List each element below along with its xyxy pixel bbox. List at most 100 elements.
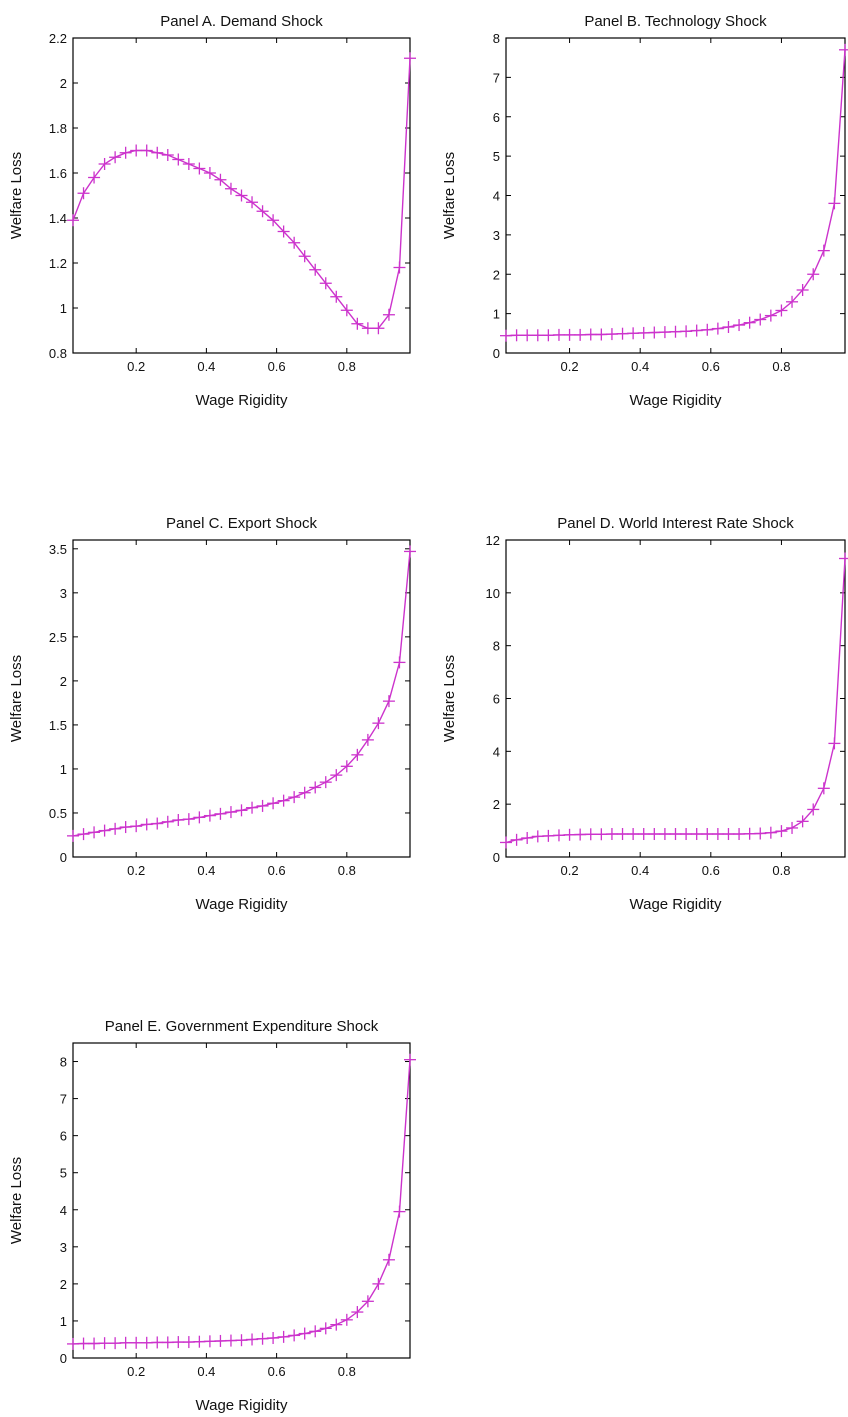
x-tick-label: 0.4 [197,359,215,374]
data-point [563,828,576,841]
y-tick-label: 1 [60,762,67,777]
data-point [161,149,174,161]
data-point [510,329,523,342]
data-point [722,321,735,334]
y-tick-label: 2 [60,76,67,91]
data-point [340,304,353,317]
data-point [161,815,174,828]
data-point [182,158,195,170]
data-point [733,319,746,332]
x-tick-label: 0.2 [127,863,145,878]
data-point [140,1336,153,1349]
data-point [605,328,618,341]
x-tick-label: 0.6 [268,863,286,878]
data-point [246,801,259,814]
data-point [500,836,512,849]
y-tick-label: 1.4 [49,211,67,226]
data-point [330,290,343,303]
data-point [648,326,661,339]
series-line [72,1059,411,1345]
y-tick-label: 8 [493,31,500,46]
x-tick-label: 0.4 [631,863,649,878]
data-point [680,325,693,338]
data-point [67,1337,79,1350]
data-point [796,284,809,296]
x-tick-label: 0.4 [197,863,215,878]
y-tick-label: 2.5 [49,630,67,645]
data-point [775,825,788,838]
y-tick-label: 1.6 [49,166,67,181]
x-tick-label: 0.2 [561,359,579,374]
x-tick-label: 0.8 [338,359,356,374]
y-axis-label: Welfare Loss [8,655,25,742]
x-tick-label: 0.8 [338,1364,356,1379]
data-point [382,1253,395,1266]
data-point [130,1336,143,1349]
data-point [98,824,111,837]
y-tick-label: 4 [60,1203,67,1218]
data-point [235,804,248,817]
data-point [140,818,153,831]
y-tick-label: 2 [493,797,500,812]
data-point [298,786,311,799]
y-tick-label: 5 [60,1166,67,1181]
data-point [807,268,820,281]
y-tick-label: 3 [60,1240,67,1255]
data-point [98,1337,111,1350]
x-tick-label: 0.8 [772,359,790,374]
plot-frame [72,37,411,354]
data-point [98,158,111,170]
x-tick-label: 0.6 [268,359,286,374]
data-point [637,828,650,841]
data-point [151,1336,164,1349]
y-axis-label: Welfare Loss [8,1157,25,1244]
panel-5: Panel E. Government Expenditure Shock Wag… [8,1018,416,1414]
data-point [595,828,608,841]
data-point [109,1337,122,1350]
y-tick-label: 2 [60,1277,67,1292]
data-point [563,328,576,341]
data-point [119,821,132,834]
data-point [404,1053,416,1066]
y-tick-label: 12 [486,533,500,548]
data-point [722,828,735,841]
data-point [224,806,237,819]
data-point [182,813,195,826]
y-axis-label: Welfare Loss [441,152,458,239]
data-point [88,1337,101,1350]
data-point [277,794,290,807]
y-tick-label: 1.8 [49,121,67,136]
data-point [77,828,90,841]
data-point [109,822,122,835]
data-point [361,733,374,746]
data-point [172,814,185,827]
data-point [637,326,650,339]
data-point [404,52,416,65]
y-tick-label: 2 [60,674,67,689]
data-point [680,828,693,841]
y-tick-label: 1.2 [49,256,67,271]
data-point [404,545,416,558]
data-point [743,827,756,840]
data-point [330,1318,343,1331]
data-point [235,189,248,202]
data-point [574,828,587,841]
data-point [764,826,777,839]
data-point [361,322,374,335]
data-point [88,171,101,184]
y-tick-label: 6 [60,1129,67,1144]
y-axis-label: Welfare Loss [8,152,25,239]
panel-title: Panel B. Technology Shock [584,13,767,30]
data-point [309,263,322,276]
data-point [828,737,841,750]
data-point [309,781,322,794]
data-point [627,828,640,841]
data-point [627,327,640,340]
data-point [521,831,534,844]
y-tick-label: 0.5 [49,806,67,821]
x-axis-label: Wage Rigidity [196,896,288,913]
x-tick-label: 0.8 [338,863,356,878]
data-point [690,324,703,337]
data-point [648,828,661,841]
data-point [743,316,756,329]
